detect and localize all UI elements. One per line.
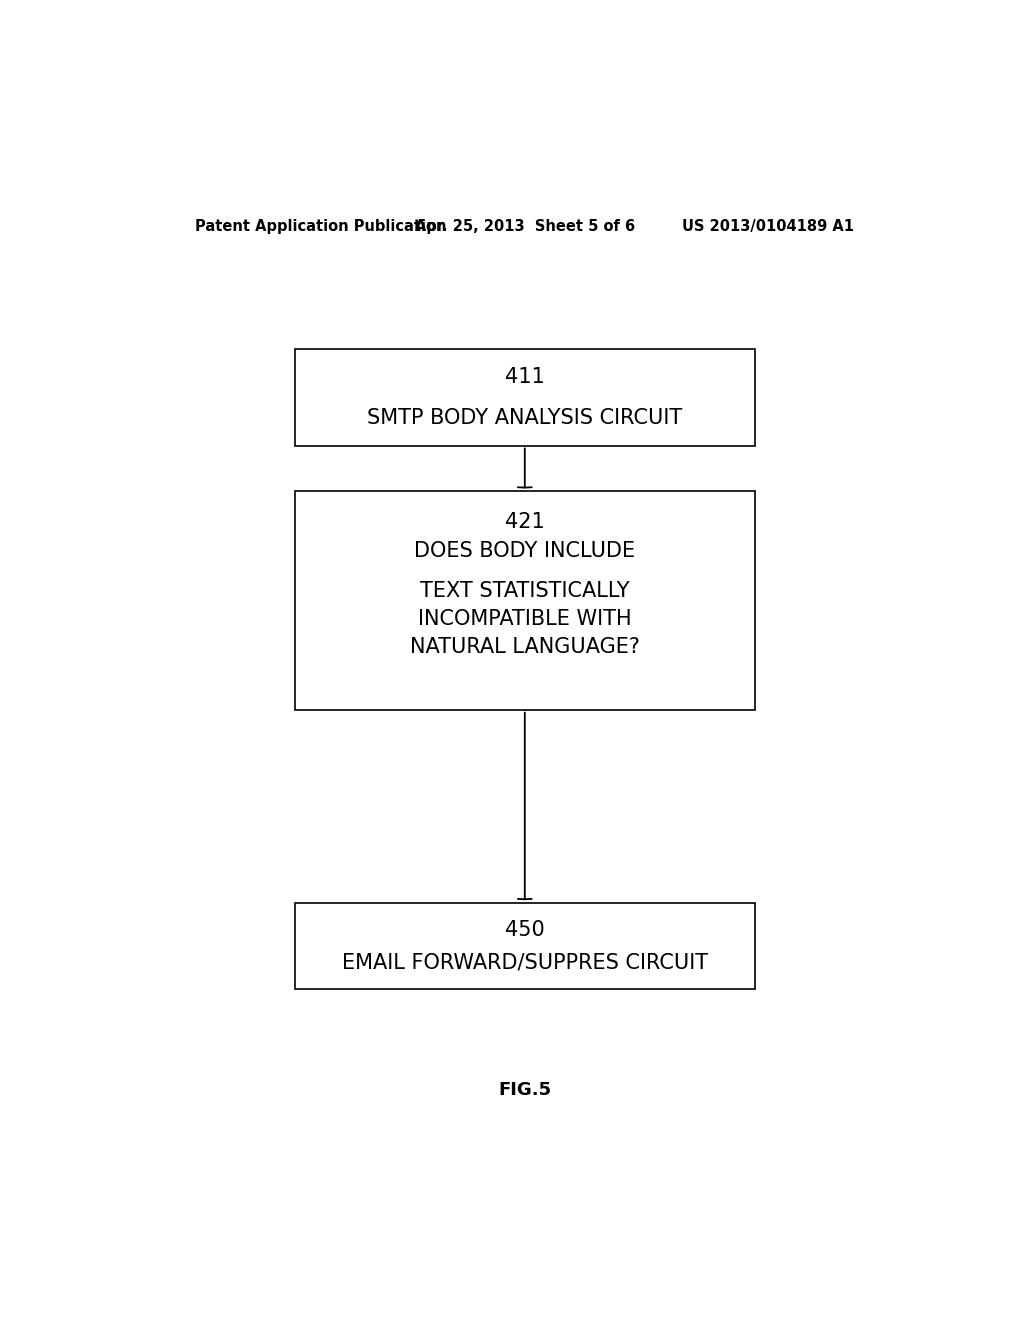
- Text: 421: 421: [505, 512, 545, 532]
- Text: SMTP BODY ANALYSIS CIRCUIT: SMTP BODY ANALYSIS CIRCUIT: [368, 408, 682, 428]
- Text: FIG.5: FIG.5: [499, 1081, 551, 1100]
- Text: TEXT STATISTICALLY: TEXT STATISTICALLY: [420, 581, 630, 601]
- Bar: [295, 348, 755, 446]
- Text: US 2013/0104189 A1: US 2013/0104189 A1: [682, 219, 854, 234]
- Text: DOES BODY INCLUDE: DOES BODY INCLUDE: [415, 541, 635, 561]
- Bar: [295, 491, 755, 710]
- Text: Patent Application Publication: Patent Application Publication: [196, 219, 446, 234]
- Bar: [295, 903, 755, 989]
- Text: 450: 450: [505, 920, 545, 940]
- Text: INCOMPATIBLE WITH: INCOMPATIBLE WITH: [418, 610, 632, 630]
- Text: 411: 411: [505, 367, 545, 387]
- Text: NATURAL LANGUAGE?: NATURAL LANGUAGE?: [410, 638, 640, 657]
- Text: EMAIL FORWARD/SUPPRES CIRCUIT: EMAIL FORWARD/SUPPRES CIRCUIT: [342, 952, 708, 973]
- Text: Apr. 25, 2013  Sheet 5 of 6: Apr. 25, 2013 Sheet 5 of 6: [415, 219, 635, 234]
